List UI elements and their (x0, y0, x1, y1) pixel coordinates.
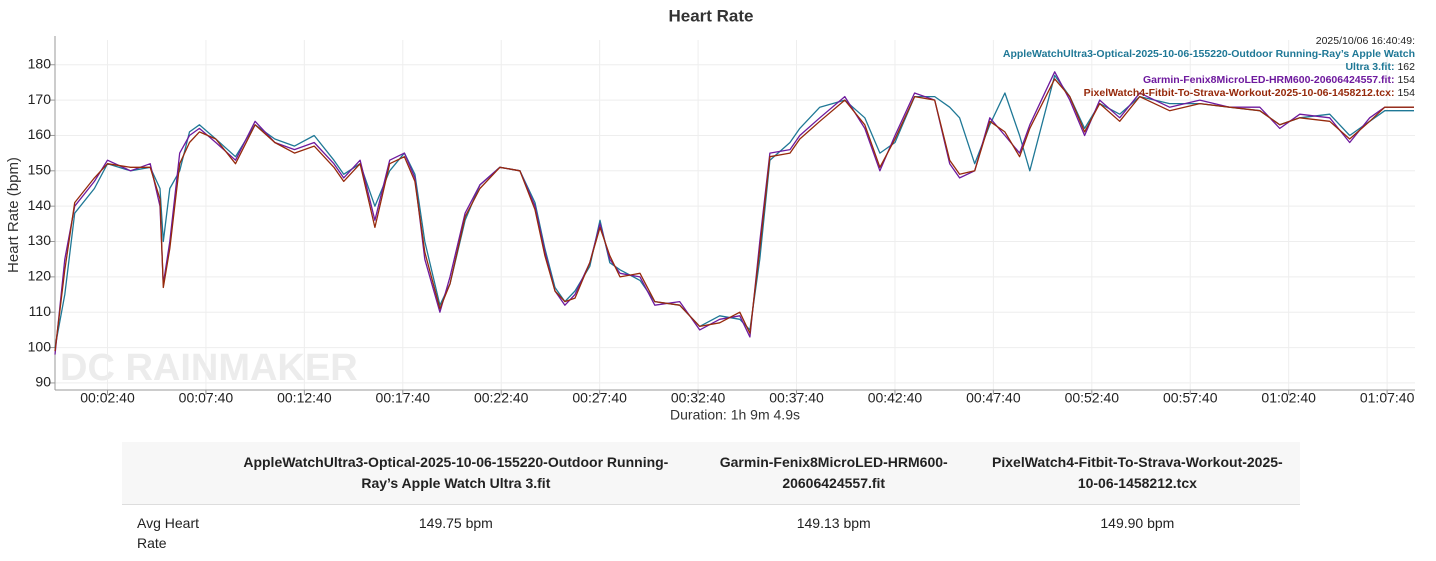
table-cell: 149.90 bpm (975, 505, 1300, 561)
tooltip-value: 162 (1397, 61, 1415, 73)
x-tick-label: 00:07:40 (179, 390, 234, 406)
x-tick-label: 01:02:40 (1261, 390, 1316, 406)
table-cell: 149.13 bpm (693, 505, 975, 561)
y-tick-label: 110 (29, 303, 52, 319)
x-tick-label: 01:07:40 (1360, 390, 1415, 406)
row-label: Avg Heart Rate (122, 505, 219, 561)
y-tick-label: 130 (28, 232, 52, 248)
x-tick-label: 00:47:40 (966, 390, 1021, 406)
tooltip-entry: AppleWatchUltra3-Optical-2025-10-06-1552… (995, 48, 1415, 74)
x-tick-label: 00:17:40 (376, 390, 431, 406)
tooltip-value: 154 (1397, 87, 1415, 99)
x-tick-label: 00:02:40 (80, 390, 135, 406)
y-tick-label: 140 (28, 197, 52, 213)
header-cell (122, 442, 219, 505)
x-tick-label: 00:57:40 (1163, 390, 1218, 406)
y-tick-label: 150 (28, 162, 52, 178)
tooltip: 2025/10/06 16:40:49: AppleWatchUltra3-Op… (995, 35, 1415, 100)
tooltip-time: 2025/10/06 16:40:49: (995, 35, 1415, 48)
tooltip-label: Garmin-Fenix8MicroLED-HRM600-20606424557… (1143, 74, 1395, 86)
y-tick-label: 100 (28, 338, 52, 354)
x-tick-label: 00:37:40 (769, 390, 824, 406)
y-tick-label: 90 (35, 374, 51, 390)
y-tick-label: 160 (28, 126, 52, 142)
series-line (55, 75, 1414, 347)
table-header: AppleWatchUltra3-Optical-2025-10-06-1552… (122, 442, 1300, 505)
y-tick-label: 170 (28, 91, 52, 107)
tooltip-entry: PixelWatch4-Fitbit-To-Strava-Workout-202… (995, 87, 1415, 100)
tooltip-label: AppleWatchUltra3-Optical-2025-10-06-1552… (1003, 48, 1415, 73)
tooltip-label: PixelWatch4-Fitbit-To-Strava-Workout-202… (1084, 87, 1395, 99)
x-tick-label: 00:32:40 (671, 390, 726, 406)
x-tick-label: 00:52:40 (1065, 390, 1120, 406)
x-tick-label: 00:22:40 (474, 390, 529, 406)
table-cell: 149.75 bpm (219, 505, 693, 561)
y-tick-label: 120 (28, 268, 52, 284)
x-tick-label: 00:42:40 (868, 390, 923, 406)
x-tick-label: 00:12:40 (277, 390, 332, 406)
tooltip-value: 154 (1397, 74, 1415, 86)
x-axis-label: Duration: 1h 9m 4.9s (670, 407, 800, 423)
x-tick-label: 00:27:40 (572, 390, 627, 406)
y-axis-label: Heart Rate (bpm) (5, 157, 22, 273)
chart-title: Heart Rate (668, 6, 753, 25)
header-cell: PixelWatch4-Fitbit-To-Strava-Workout-202… (975, 442, 1300, 505)
series-line (55, 79, 1414, 351)
tooltip-entry: Garmin-Fenix8MicroLED-HRM600-20606424557… (995, 74, 1415, 87)
stats-table: AppleWatchUltra3-Optical-2025-10-06-1552… (122, 442, 1300, 561)
header-cell: Garmin-Fenix8MicroLED-HRM600-20606424557… (693, 442, 975, 505)
header-cell: AppleWatchUltra3-Optical-2025-10-06-1552… (219, 442, 693, 505)
y-tick-label: 180 (28, 55, 52, 71)
